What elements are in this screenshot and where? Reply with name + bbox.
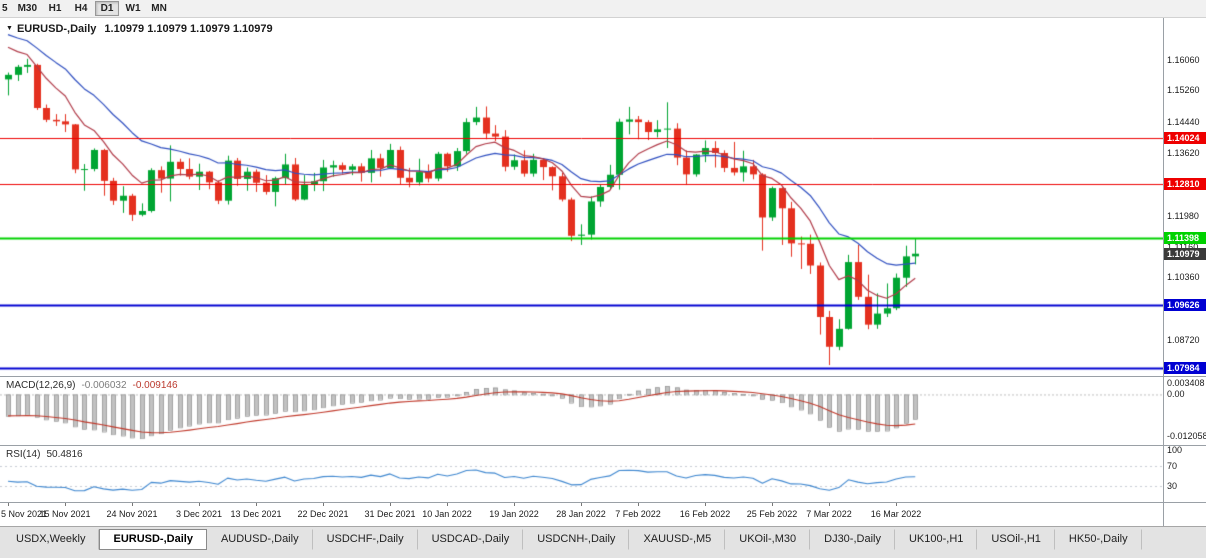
rsi-axis-label: 100 xyxy=(1167,445,1183,455)
time-axis-tick xyxy=(514,503,515,506)
price-level-badge: 1.12810 xyxy=(1164,177,1206,190)
macd-main-value: -0.006032 xyxy=(81,380,127,391)
chart-tab-xauusd-m5[interactable]: XAUUSD-,M5 xyxy=(629,529,726,550)
macd-name: MACD(12,26,9) xyxy=(6,380,76,391)
time-axis-label: 31 Dec 2021 xyxy=(364,509,416,519)
price-level-badge: 1.07984 xyxy=(1164,361,1206,374)
chart-quotes: 1.10979 1.10979 1.10979 1.10979 xyxy=(104,23,273,35)
price-axis-label: 1.11160 xyxy=(1167,242,1198,252)
timeframe-button-h4[interactable]: H4 xyxy=(69,1,93,16)
time-axis-label: 15 Nov 2021 xyxy=(39,509,91,519)
time-axis-tick xyxy=(390,503,391,506)
time-axis-label: 5 Nov 2021 xyxy=(1,509,48,519)
chart-title: ▼ EURUSD-,Daily 1.10979 1.10979 1.10979 1.… xyxy=(6,23,273,35)
time-axis-tick xyxy=(829,503,830,506)
time-axis-tick xyxy=(65,503,66,506)
time-axis[interactable]: 5 Nov 2021 15 Nov 2021 24 Nov 2021 3 Dec 20… xyxy=(0,503,1163,526)
time-axis-label: 19 Jan 2022 xyxy=(489,509,539,519)
chart-tab-usdcnh-daily[interactable]: USDCNH-,Daily xyxy=(523,529,630,550)
price-level-badge: 1.11398 xyxy=(1164,231,1206,244)
rsi-axis-label: 70 xyxy=(1167,460,1178,471)
macd-label: MACD(12,26,9) -0.006032 -0.009146 xyxy=(6,380,178,391)
time-axis-label: 3 Dec 2021 xyxy=(175,509,223,519)
time-axis-tick xyxy=(772,503,773,506)
rsi-name: RSI(14) xyxy=(6,449,41,460)
macd-axis[interactable]: 0.003408 0.00 -0.012058 xyxy=(1163,377,1206,445)
time-axis-label: 24 Nov 2021 xyxy=(106,509,158,519)
time-axis-label: 13 Dec 2021 xyxy=(230,509,282,519)
time-axis-tick xyxy=(132,503,133,506)
time-axis-tick xyxy=(447,503,448,506)
timeframe-toolbar: 5 M30 H1 H4 D1 W1 MN xyxy=(0,0,1206,18)
macd-axis-label: 0.003408 xyxy=(1167,377,1205,388)
time-axis-label: 22 Dec 2021 xyxy=(297,509,349,519)
chart-symbol-label: EURUSD-,Daily xyxy=(16,23,97,35)
time-axis-tick xyxy=(256,503,257,506)
chart-tab-ukoil-m30[interactable]: UKOil-,M30 xyxy=(725,529,811,550)
price-axis[interactable]: 1.16060 1.15260 1.14440 1.13620 1.11980 1.111… xyxy=(1163,18,1206,502)
chart-tab-usdchf-daily[interactable]: USDCHF-,Daily xyxy=(313,529,418,550)
current-price-badge: 1.10979 xyxy=(1164,247,1206,260)
rsi-axis-label: 30 xyxy=(1167,481,1178,492)
rsi-indicator-canvas[interactable] xyxy=(0,446,1163,502)
time-axis-tick xyxy=(199,503,200,506)
macd-signal-value: -0.009146 xyxy=(132,380,178,391)
price-level-badge: 1.09626 xyxy=(1164,299,1206,312)
timeframe-button-mn[interactable]: MN xyxy=(147,1,171,16)
price-chart-canvas[interactable] xyxy=(0,18,1163,376)
time-axis-tick xyxy=(323,503,324,506)
chart-tab-dj30-daily[interactable]: DJ30-,Daily xyxy=(810,529,895,550)
time-axis-label: 10 Jan 2022 xyxy=(422,509,472,519)
pane-divider[interactable] xyxy=(0,502,1206,503)
macd-axis-label: 0.00 xyxy=(1167,389,1185,400)
price-axis-label: 1.08720 xyxy=(1167,334,1200,345)
timeframe-button-h1[interactable]: H1 xyxy=(43,1,67,16)
chart-tab-usdx-weekly[interactable]: USDX,Weekly xyxy=(2,529,100,550)
time-axis-label: 16 Mar 2022 xyxy=(870,509,922,519)
timeframe-button-d1[interactable]: D1 xyxy=(95,1,120,16)
price-axis-separator xyxy=(1163,18,1164,526)
time-axis-label: 25 Feb 2022 xyxy=(746,509,798,519)
price-axis-label: 1.14440 xyxy=(1167,116,1200,127)
rsi-axis[interactable]: 100 70 30 xyxy=(1163,445,1206,502)
chart-tab-bar: USDX,Weekly EURUSD-,Daily AUDUSD-,Daily USD… xyxy=(0,526,1206,558)
chart-tab-usoil-h1[interactable]: USOil-,H1 xyxy=(977,529,1055,550)
time-axis-label: 28 Jan 2022 xyxy=(556,509,606,519)
pane-divider[interactable] xyxy=(0,376,1206,377)
chart-tab-usdcad-daily[interactable]: USDCAD-,Daily xyxy=(418,529,524,550)
rsi-value: 50.4816 xyxy=(46,449,83,460)
price-level-badge: 1.14024 xyxy=(1164,131,1206,144)
macd-indicator-canvas[interactable] xyxy=(0,377,1163,445)
time-axis-label: 7 Mar 2022 xyxy=(806,509,852,519)
chart-tab-audusd-daily[interactable]: AUDUSD-,Daily xyxy=(207,529,313,550)
chart-tab-hk50-daily[interactable]: HK50-,Daily xyxy=(1055,529,1142,550)
pane-divider[interactable] xyxy=(0,445,1206,446)
price-axis-label: 1.10360 xyxy=(1167,272,1200,283)
macd-axis-label: -0.012058 xyxy=(1167,431,1206,442)
timeframe-button-m30[interactable]: M30 xyxy=(14,1,41,16)
price-axis-label: 1.16060 xyxy=(1167,54,1200,65)
chart-tab-eurusd-daily[interactable]: EURUSD-,Daily xyxy=(99,529,207,550)
time-axis-tick xyxy=(8,503,9,506)
chart-tab-uk100-h1[interactable]: UK100-,H1 xyxy=(895,529,978,550)
rsi-label: RSI(14) 50.4816 xyxy=(6,449,83,460)
time-axis-tick xyxy=(896,503,897,506)
price-axis-label: 1.15260 xyxy=(1167,85,1200,96)
timeframe-button-w1[interactable]: W1 xyxy=(121,1,145,16)
timeframe-button-5[interactable]: 5 xyxy=(0,1,12,16)
time-axis-tick xyxy=(581,503,582,506)
price-axis-label: 1.13620 xyxy=(1167,148,1200,158)
time-axis-label: 16 Feb 2022 xyxy=(679,509,731,519)
symbol-marker-icon: ▼ xyxy=(6,25,13,32)
time-axis-tick xyxy=(705,503,706,506)
time-axis-label: 7 Feb 2022 xyxy=(615,509,661,519)
time-axis-tick xyxy=(638,503,639,506)
price-axis-label: 1.11980 xyxy=(1167,210,1199,221)
